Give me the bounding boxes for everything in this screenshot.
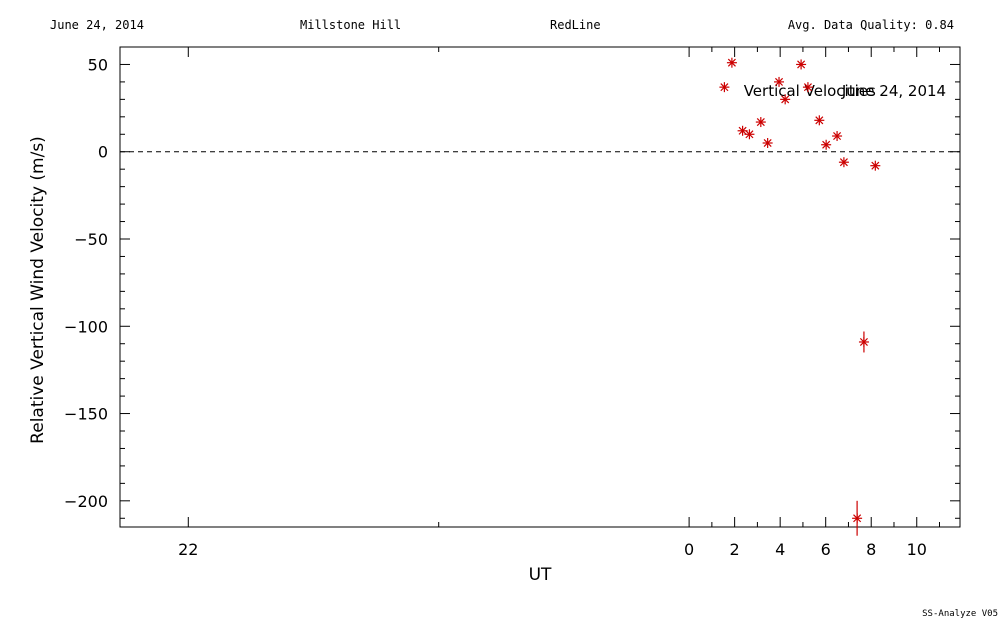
data-point-stroke [738,126,747,135]
plot-frame [119,46,961,528]
data-point [838,157,849,168]
x-tick-label: 8 [866,540,876,559]
data-point [870,160,881,171]
data-point [858,331,869,353]
data-point-stroke [815,116,824,125]
data-point [821,139,832,150]
data-point-stroke [803,83,812,92]
y-tick-label: −50 [74,230,108,249]
data-point [780,94,791,105]
x-tick-label: 0 [684,540,694,559]
footer-version: SS-Analyze V05 [922,609,998,619]
data-point-stroke [871,161,880,170]
y-tick-label: 50 [88,55,108,74]
y-tick-label: −200 [64,492,108,511]
data-point-stroke [727,58,736,67]
x-tick-label: 4 [775,540,785,559]
header-data-quality: Avg. Data Quality: 0.84 [787,18,954,32]
header-site: Millstone Hill [300,18,402,32]
data-point [796,59,807,70]
chart-annotation: June 24, 2014 [841,82,946,100]
chart-annotation: Vertical Velocities [744,82,876,100]
y-tick-label: 0 [98,143,108,162]
data-point [832,131,843,142]
data-point-stroke [797,60,806,69]
data-point [719,82,730,93]
data-point [744,129,755,140]
y-axis-title: Relative Vertical Wind Velocity (m/s) [28,136,48,444]
data-point [726,57,737,68]
data-point [802,82,813,93]
y-tick-label: −150 [64,405,108,424]
data-point [852,500,863,536]
data-point [774,76,785,87]
x-tick-label: 2 [730,540,740,559]
x-axis-title: UT [529,565,552,585]
data-point-stroke [756,118,765,127]
data-point-stroke [763,138,772,148]
x-tick-label: 10 [907,540,927,559]
data-point-stroke [745,130,754,139]
data-point-stroke [833,131,842,141]
data-point [762,138,773,148]
x-tick-label: 6 [821,540,831,559]
y-tick-label: −100 [64,317,108,336]
data-point-stroke [775,77,784,86]
header-instrument: RedLine [550,18,601,32]
data-point [814,115,825,126]
data-point-stroke [781,95,790,104]
data-point-stroke [839,158,848,167]
header-date: June 24, 2014 [50,18,144,32]
data-point-stroke [720,83,729,92]
x-tick-label: 22 [178,540,198,559]
data-point-stroke [822,140,831,149]
data-point [755,117,766,128]
